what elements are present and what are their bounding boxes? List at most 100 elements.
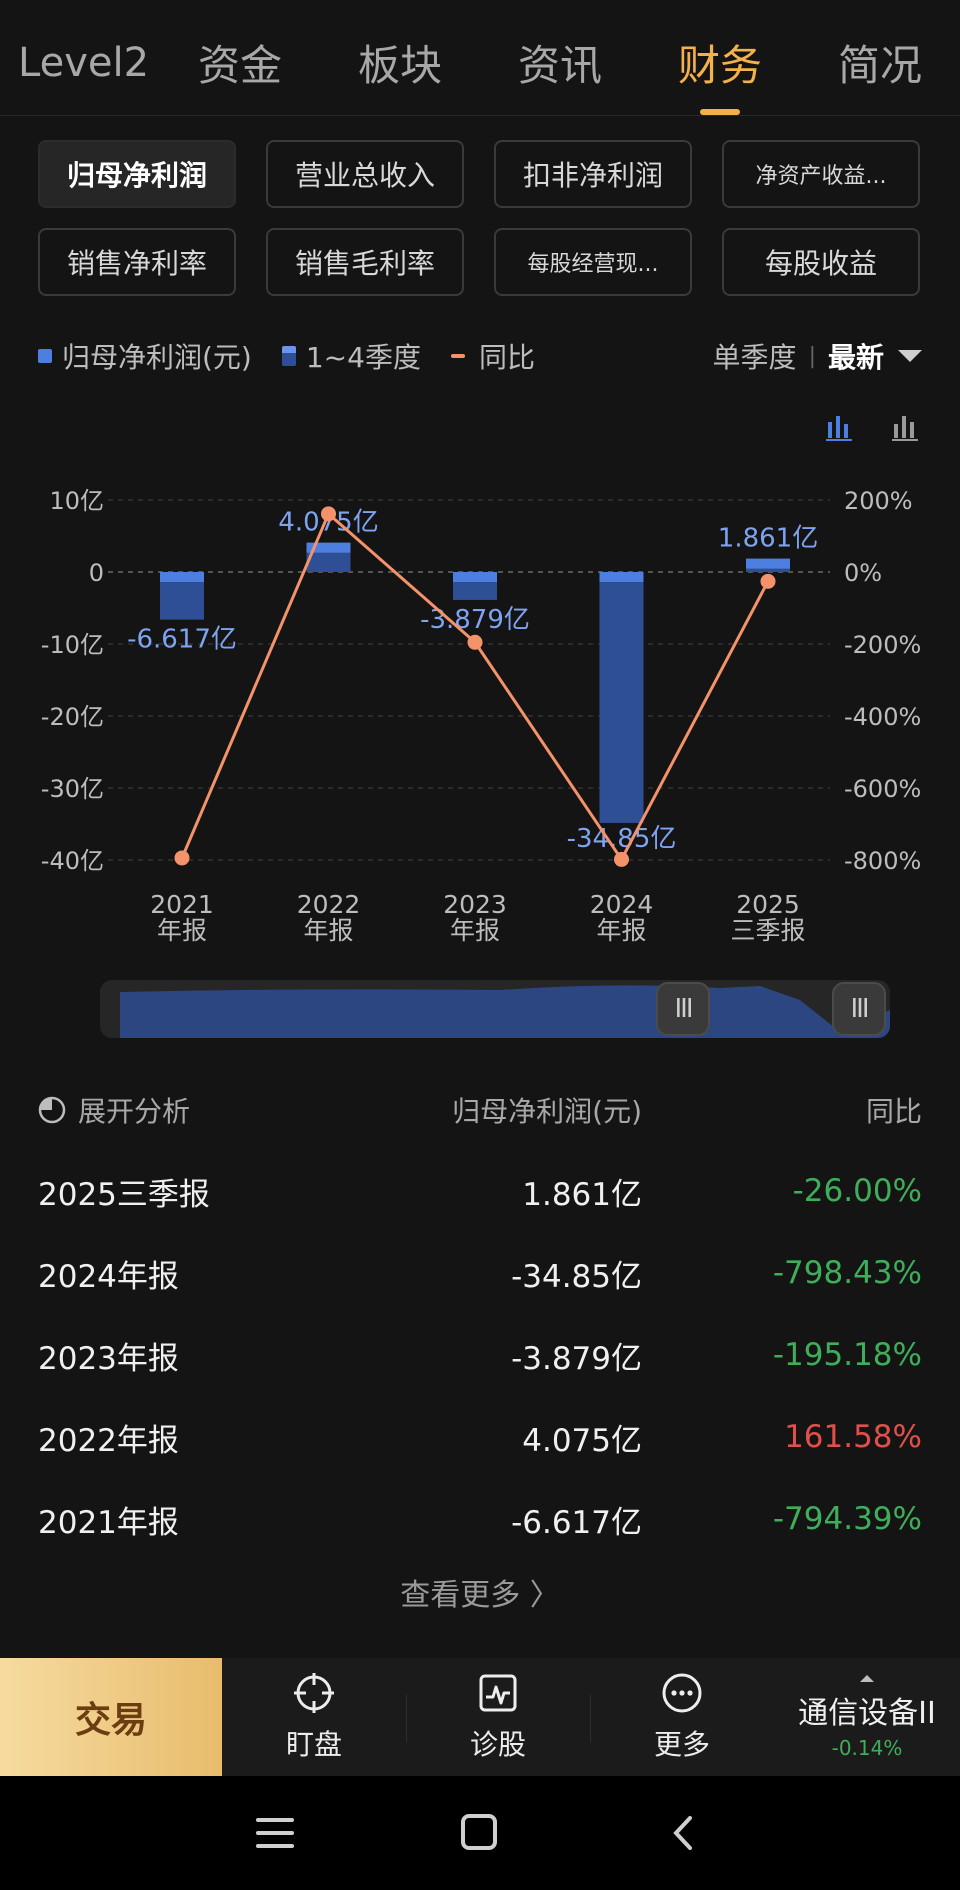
chart-type-toggle (824, 412, 920, 442)
expand-up-icon[interactable] (860, 1674, 874, 1682)
watch-label: 盯盘 (285, 1728, 342, 1761)
tab-level2[interactable]: Level2 (18, 39, 150, 86)
legend-quarters: 1~4季度 (281, 336, 421, 376)
column-header-metric: 归母净利润(元) (452, 1095, 642, 1128)
row-yoy: 161.58% (784, 1419, 922, 1455)
sector-name: 通信设备II (798, 1695, 936, 1731)
diagnose-button[interactable]: 诊股 (406, 1658, 590, 1776)
home-icon[interactable] (461, 1814, 497, 1850)
profit-table: 2025三季报 1.861亿 -26.00% 2024年报 -34.85亿 -798.43… (38, 1150, 922, 1560)
row-value: -3.879亿 (511, 1340, 642, 1377)
legend-quarters-swatch (281, 346, 296, 366)
bar-chart-icon[interactable] (890, 412, 920, 442)
legend-yoy-label: 同比 (478, 341, 535, 374)
slider-handle-left[interactable]: III (656, 982, 710, 1036)
x-tick-label: 年报 (303, 916, 353, 945)
tab-finance[interactable]: 财务 (640, 22, 800, 115)
period-latest[interactable]: 最新 (827, 341, 884, 374)
chart-bar-cap (160, 572, 204, 582)
metric-chip[interactable]: 扣非净利润 (494, 140, 692, 208)
y-right-tick-label: 0% (844, 559, 882, 587)
row-value: -34.85亿 (511, 1258, 642, 1295)
period-mode[interactable]: 单季度 (712, 341, 797, 374)
more-button[interactable]: 更多 (590, 1658, 774, 1776)
yoy-point (760, 573, 776, 589)
row-period: 2024年报 (38, 1258, 179, 1295)
row-yoy: -26.00% (792, 1173, 922, 1209)
metric-selector: 归母净利润 营业总收入 扣非净利润 净资产收益... 销售净利率 销售毛利率 每股经营现..… (38, 140, 922, 296)
metric-chip[interactable]: 销售毛利率 (266, 228, 464, 296)
trade-button[interactable]: 交易 (0, 1658, 222, 1776)
expand-analysis[interactable]: 展开分析 (38, 1090, 262, 1130)
table-row[interactable]: 2022年报 4.075亿 161.58% (38, 1396, 922, 1478)
bottom-nav: 交易 盯盘 诊股 更多 通信设备II -0.1 (0, 1658, 960, 1776)
period-separator: | (808, 343, 816, 369)
tab-funds[interactable]: 资金 (197, 41, 282, 90)
system-nav-bar (0, 1776, 960, 1890)
row-yoy: -195.18% (772, 1337, 922, 1373)
metric-chip[interactable]: 每股收益 (722, 228, 920, 296)
dropdown-arrow-icon[interactable] (898, 350, 922, 362)
row-yoy: -794.39% (772, 1501, 922, 1537)
y-right-tick-label: -800% (844, 847, 921, 875)
x-tick-label: 年报 (596, 916, 646, 945)
y-left-tick-label: -30亿 (41, 775, 104, 803)
chart-legend: 归母净利润(元) 1~4季度 同比 单季度 | 最新 (38, 336, 922, 376)
pulse-chart-icon (479, 1674, 517, 1712)
tab-news[interactable]: 资讯 (517, 41, 602, 90)
chart-bar-cap (599, 572, 644, 582)
y-left-tick-label: -40亿 (41, 847, 104, 875)
x-tick-label: 2022 (297, 890, 361, 919)
x-tick-label: 2023 (443, 890, 507, 919)
stacked-bar-chart-icon[interactable] (824, 412, 854, 442)
slider-handle-right[interactable]: III (832, 982, 886, 1036)
legend-profit-label: 归母净利润(元) (62, 341, 252, 374)
bar-data-label: -34.85亿 (567, 824, 677, 854)
yoy-point (321, 506, 336, 522)
x-tick-label: 2025 (736, 890, 800, 919)
y-left-tick-label: -10亿 (41, 631, 104, 659)
metric-chip[interactable]: 净资产收益... (722, 140, 920, 208)
diagnose-label: 诊股 (469, 1728, 526, 1761)
bar-data-label: -6.617亿 (127, 625, 237, 655)
table-row[interactable]: 2024年报 -34.85亿 -798.43% (38, 1232, 922, 1314)
pie-chart-icon (38, 1096, 66, 1124)
metric-chip[interactable]: 归母净利润 (38, 140, 236, 208)
tab-profile[interactable]: 简况 (837, 41, 922, 90)
view-more-link[interactable]: 查看更多 〉 (400, 1578, 560, 1613)
legend-profit-swatch (38, 349, 52, 363)
back-icon[interactable] (673, 1816, 692, 1850)
row-period: 2021年报 (38, 1504, 179, 1541)
table-row[interactable]: 2025三季报 1.861亿 -26.00% (38, 1150, 922, 1232)
watch-button[interactable]: 盯盘 (222, 1658, 406, 1776)
more-label: 更多 (653, 1728, 710, 1761)
x-tick-label: 年报 (157, 916, 207, 945)
metric-chip[interactable]: 每股经营现... (494, 228, 692, 296)
x-tick-label: 年报 (450, 916, 500, 945)
metric-chip[interactable]: 销售净利率 (38, 228, 236, 296)
chart-bar (599, 572, 644, 823)
tab-sectors[interactable]: 板块 (357, 41, 442, 90)
legend-quarters-label: 1~4季度 (305, 341, 421, 374)
table-row[interactable]: 2021年报 -6.617亿 -794.39% (38, 1478, 922, 1560)
yoy-point (467, 634, 483, 650)
column-header-yoy: 同比 (865, 1095, 922, 1128)
sector-ticker[interactable]: 通信设备II -0.14% (774, 1658, 960, 1776)
expand-analysis-label: 展开分析 (78, 1095, 191, 1128)
legend-yoy-swatch (450, 354, 465, 358)
menu-icon[interactable] (256, 1818, 294, 1848)
legend-profit: 归母净利润(元) (38, 336, 252, 376)
table-row[interactable]: 2023年报 -3.879亿 -195.18% (38, 1314, 922, 1396)
period-selector[interactable]: 单季度 | 最新 (713, 336, 922, 376)
more-dots-icon (662, 1673, 702, 1713)
table-header: 展开分析 归母净利润(元) 同比 (38, 1088, 922, 1132)
y-right-tick-label: -200% (844, 631, 921, 659)
yoy-line (180, 511, 770, 863)
metric-chip[interactable]: 营业总收入 (266, 140, 464, 208)
top-tab-bar: Level2 资金 板块 资讯 财务 简况 (0, 0, 960, 116)
profit-chart[interactable]: 10亿 0 -10亿 -20亿 -30亿 -40亿 200% 0% -200% -400% -600… (0, 470, 960, 960)
row-value: -6.617亿 (511, 1504, 642, 1541)
range-slider[interactable]: III III (100, 980, 890, 1038)
y-left-tick-label: -20亿 (41, 703, 104, 731)
